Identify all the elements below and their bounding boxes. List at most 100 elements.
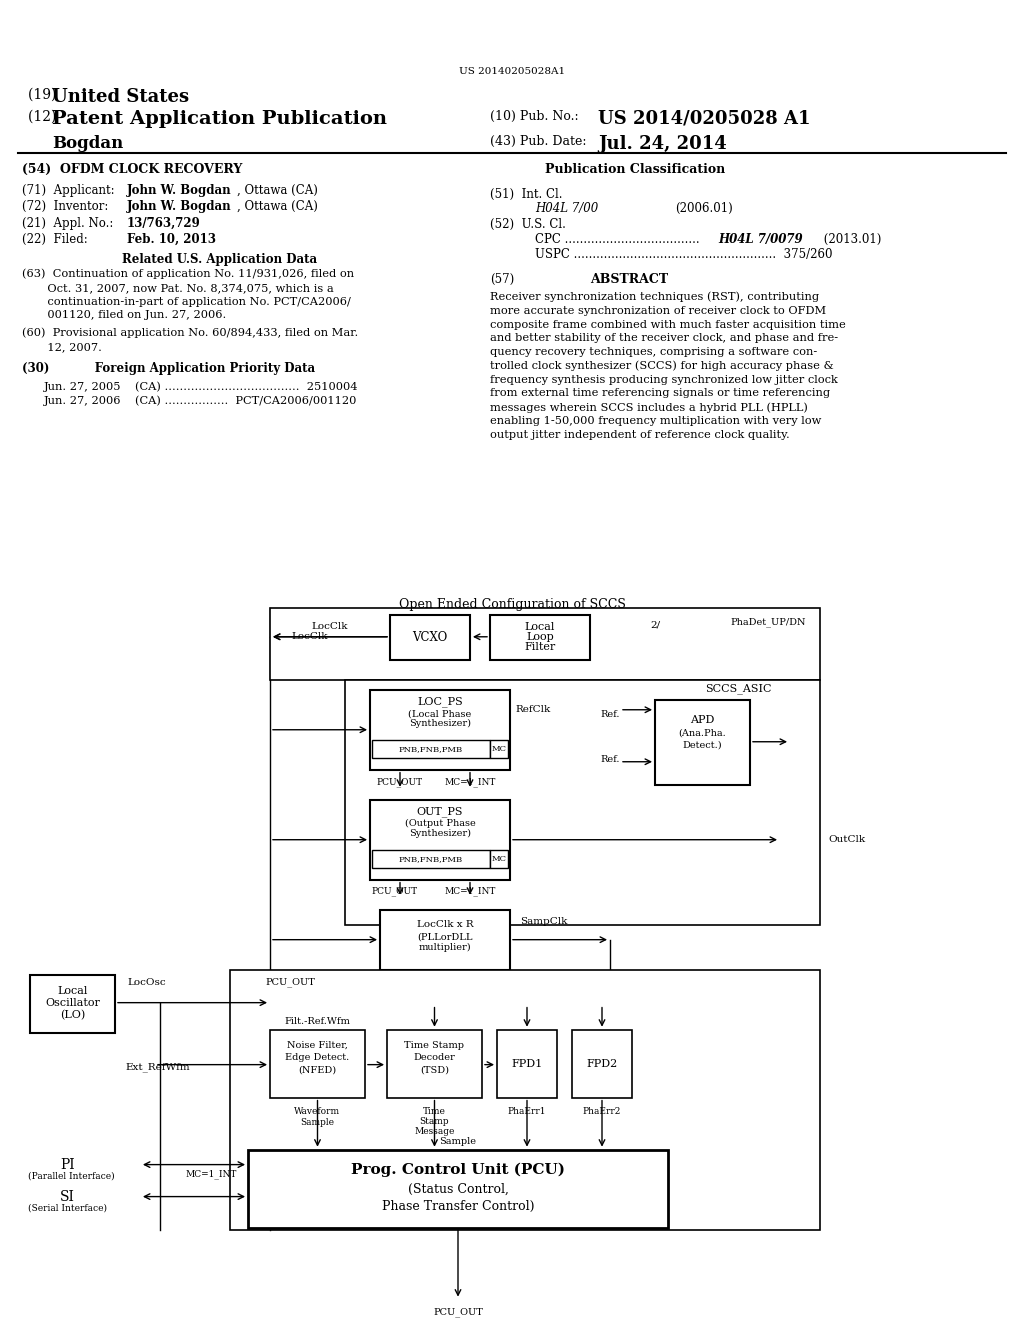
Text: VCXO: VCXO bbox=[413, 631, 447, 644]
Bar bbox=[626, 15, 629, 57]
Text: Noise Filter,: Noise Filter, bbox=[287, 1041, 348, 1051]
Bar bbox=[614, 15, 616, 57]
Text: OUT_PS: OUT_PS bbox=[417, 807, 463, 817]
Bar bbox=[510, 15, 513, 57]
Bar bbox=[370, 690, 510, 770]
Text: (10) Pub. No.:: (10) Pub. No.: bbox=[490, 110, 587, 123]
Text: LocClk: LocClk bbox=[311, 622, 348, 631]
Bar bbox=[573, 15, 575, 57]
Text: John W. Bogdan: John W. Bogdan bbox=[127, 183, 231, 197]
Text: SI: SI bbox=[60, 1189, 75, 1204]
Text: (Output Phase: (Output Phase bbox=[404, 820, 475, 828]
Text: Detect.): Detect.) bbox=[683, 741, 722, 750]
Text: (Serial Interface): (Serial Interface) bbox=[28, 1203, 106, 1212]
Text: Synthesizer): Synthesizer) bbox=[409, 719, 471, 729]
Bar bbox=[597, 15, 600, 57]
Text: Jun. 27, 2005    (CA) ....................................  2510004: Jun. 27, 2005 (CA) .....................… bbox=[44, 381, 358, 392]
Text: (30)           Foreign Application Priority Data: (30) Foreign Application Priority Data bbox=[22, 362, 315, 375]
Bar bbox=[662, 15, 664, 57]
Text: (22)  Filed:: (22) Filed: bbox=[22, 232, 118, 246]
Bar bbox=[490, 850, 508, 867]
Bar bbox=[543, 15, 545, 57]
Text: PCU_OUT: PCU_OUT bbox=[433, 1308, 483, 1317]
Text: (Local Phase: (Local Phase bbox=[409, 709, 472, 718]
Bar bbox=[412, 15, 414, 57]
Text: US 20140205028A1: US 20140205028A1 bbox=[459, 67, 565, 77]
Text: (54)  OFDM CLOCK RECOVERY: (54) OFDM CLOCK RECOVERY bbox=[22, 162, 243, 176]
Text: Patent Application Publication: Patent Application Publication bbox=[52, 110, 387, 128]
Text: Oscillator: Oscillator bbox=[45, 998, 100, 1007]
Bar bbox=[440, 15, 442, 57]
Text: H04L 7/00: H04L 7/00 bbox=[535, 202, 598, 215]
Text: Stamp: Stamp bbox=[420, 1117, 450, 1126]
Text: (60)  Provisional application No. 60/894,433, filed on Mar.
       12, 2007.: (60) Provisional application No. 60/894,… bbox=[22, 327, 358, 352]
Bar bbox=[372, 850, 490, 867]
Text: Related U.S. Application Data: Related U.S. Application Data bbox=[122, 253, 317, 265]
Text: PCU_OUT: PCU_OUT bbox=[377, 777, 423, 788]
Text: (2006.01): (2006.01) bbox=[675, 202, 733, 215]
Bar bbox=[361, 15, 362, 57]
Text: MC=1_INT: MC=1_INT bbox=[444, 777, 496, 788]
Bar bbox=[390, 615, 470, 660]
Bar bbox=[686, 15, 688, 57]
Text: PhaDet_UP/DN: PhaDet_UP/DN bbox=[730, 616, 806, 627]
Bar bbox=[653, 15, 656, 57]
Bar bbox=[465, 15, 467, 57]
Text: (57): (57) bbox=[490, 273, 514, 286]
Text: USPC ......................................................  375/260: USPC ...................................… bbox=[535, 248, 833, 261]
Text: (72)  Inventor:: (72) Inventor: bbox=[22, 199, 120, 213]
Text: (LO): (LO) bbox=[59, 1010, 85, 1020]
Text: LocOsc: LocOsc bbox=[127, 978, 166, 987]
Bar bbox=[537, 15, 539, 57]
Text: (12): (12) bbox=[28, 110, 60, 124]
Text: Edge Detect.: Edge Detect. bbox=[286, 1053, 349, 1063]
Bar bbox=[490, 739, 508, 758]
Text: 13/763,729: 13/763,729 bbox=[127, 216, 201, 230]
Text: MC: MC bbox=[492, 855, 507, 863]
Bar bbox=[397, 15, 399, 57]
Text: APD: APD bbox=[690, 714, 715, 725]
Text: Decoder: Decoder bbox=[414, 1053, 456, 1063]
Bar bbox=[330, 12, 694, 59]
Bar bbox=[374, 15, 377, 57]
Bar bbox=[620, 15, 622, 57]
Bar bbox=[592, 15, 595, 57]
Bar bbox=[230, 970, 820, 1230]
Bar bbox=[387, 1030, 482, 1098]
Text: Local: Local bbox=[525, 622, 555, 632]
Text: Jul. 24, 2014: Jul. 24, 2014 bbox=[598, 135, 727, 153]
Bar bbox=[429, 15, 431, 57]
Text: Time Stamp: Time Stamp bbox=[404, 1041, 465, 1051]
Text: multiplier): multiplier) bbox=[419, 942, 471, 952]
Text: CPC ....................................: CPC .................................... bbox=[535, 232, 699, 246]
Text: MC=1_INT: MC=1_INT bbox=[444, 887, 496, 896]
Bar bbox=[572, 1030, 632, 1098]
Bar bbox=[568, 15, 571, 57]
Bar bbox=[409, 15, 411, 57]
Text: (51)  Int. Cl.: (51) Int. Cl. bbox=[490, 187, 562, 201]
Text: Ref.: Ref. bbox=[600, 755, 620, 764]
Bar bbox=[403, 15, 406, 57]
Bar bbox=[372, 739, 490, 758]
Text: (21)  Appl. No.:: (21) Appl. No.: bbox=[22, 216, 117, 230]
Text: LocClk x R: LocClk x R bbox=[417, 920, 473, 929]
Text: Synthesizer): Synthesizer) bbox=[409, 829, 471, 838]
Text: FPD2: FPD2 bbox=[587, 1059, 617, 1069]
Bar bbox=[30, 974, 115, 1032]
Bar bbox=[444, 15, 446, 57]
Text: (19): (19) bbox=[28, 88, 60, 102]
Text: PCU_OUT: PCU_OUT bbox=[265, 978, 314, 987]
Bar bbox=[520, 15, 523, 57]
Text: Publication Classification: Publication Classification bbox=[545, 162, 725, 176]
Bar bbox=[481, 15, 484, 57]
Text: (52)  U.S. Cl.: (52) U.S. Cl. bbox=[490, 218, 566, 231]
Text: (2013.01): (2013.01) bbox=[820, 232, 882, 246]
Text: Sample: Sample bbox=[300, 1118, 335, 1127]
Text: (63)  Continuation of application No. 11/931,026, filed on
       Oct. 31, 2007,: (63) Continuation of application No. 11/… bbox=[22, 269, 354, 321]
Text: ABSTRACT: ABSTRACT bbox=[590, 273, 668, 286]
Bar bbox=[471, 15, 474, 57]
Bar bbox=[497, 15, 499, 57]
Bar bbox=[503, 15, 505, 57]
Bar bbox=[560, 15, 563, 57]
Text: Feb. 10, 2013: Feb. 10, 2013 bbox=[127, 232, 216, 246]
